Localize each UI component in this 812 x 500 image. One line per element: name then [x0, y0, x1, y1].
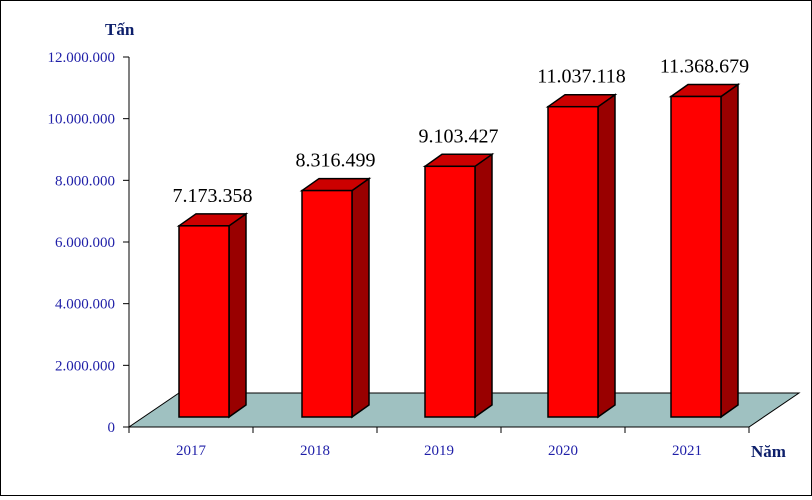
- bar-2019: [422, 152, 495, 419]
- y-tick-label: 2.000.000: [55, 358, 115, 374]
- y-tick-label: 4.000.000: [55, 297, 115, 313]
- x-tick-label: 2018: [300, 443, 330, 459]
- data-label-2020: 11.037.118: [537, 66, 626, 88]
- x-tick-label: 2019: [424, 443, 454, 459]
- y-tick-label: 8.000.000: [55, 173, 115, 189]
- y-tick-label: 0: [108, 420, 116, 436]
- data-label-2019: 9.103.427: [419, 125, 499, 147]
- bar-2021: [668, 83, 741, 419]
- bar-side-face: [597, 93, 616, 419]
- bar-2020: [545, 93, 618, 419]
- bar-front-face: [424, 165, 476, 418]
- data-label-2021: 11.368.679: [660, 55, 749, 77]
- bar-side-face: [474, 152, 493, 419]
- y-tick-label: 12.000.000: [48, 50, 116, 66]
- x-tick-label: 2017: [176, 443, 207, 459]
- y-tick-label: 10.000.000: [48, 112, 116, 128]
- x-tick-label: 2021: [672, 443, 702, 459]
- data-label-2018: 8.316.499: [296, 150, 376, 172]
- x-axis-title: Năm: [751, 442, 786, 461]
- bar-front-face: [301, 189, 353, 418]
- bar-side-face: [351, 177, 370, 419]
- y-tick-label: 6.000.000: [55, 235, 115, 251]
- bar-2017: [176, 212, 249, 419]
- bar-side-face: [720, 83, 739, 419]
- data-label-2017: 7.173.358: [173, 185, 253, 207]
- bar-front-face: [547, 105, 599, 418]
- bar-front-face: [178, 225, 230, 418]
- x-tick-label: 2020: [548, 443, 578, 459]
- y-axis-title: Tấn: [105, 20, 135, 39]
- bar-2018: [299, 177, 372, 419]
- bar-side-face: [228, 212, 247, 419]
- bar-front-face: [670, 95, 722, 418]
